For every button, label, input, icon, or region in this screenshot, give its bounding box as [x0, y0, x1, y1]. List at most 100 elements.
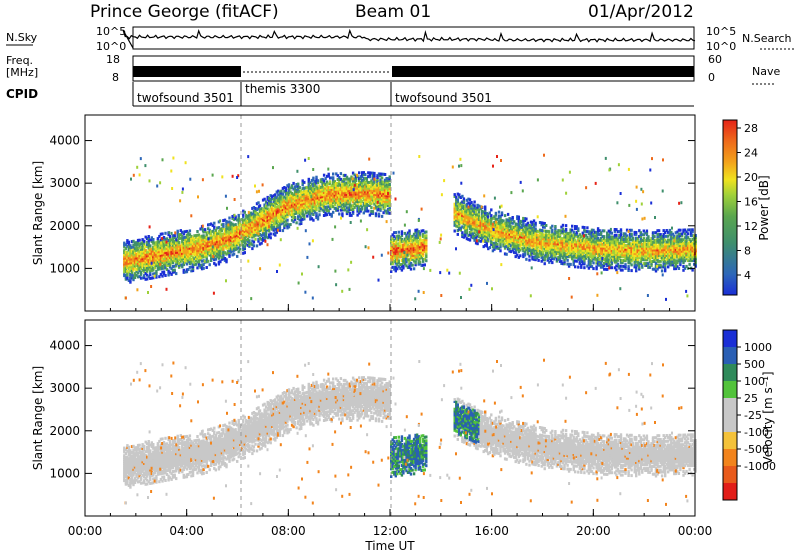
power-cell: [285, 187, 287, 190]
power-cell: [611, 266, 613, 269]
power-cell: [592, 267, 594, 270]
power-cell: [545, 224, 547, 227]
power-cell: [253, 244, 255, 247]
freq-label-2: [MHz]: [6, 66, 38, 79]
power-cell: [470, 201, 472, 204]
power-cell: [152, 238, 154, 241]
power-cell: [621, 269, 623, 272]
power-cell: [161, 232, 163, 235]
power-cell: [234, 223, 236, 226]
power-cell: [419, 261, 421, 264]
power-cell: [340, 172, 342, 175]
power-cell: [175, 272, 177, 275]
power-cell: [372, 210, 374, 213]
power-cell: [329, 180, 331, 183]
power-cell: [606, 268, 608, 271]
power-cell: [571, 225, 573, 228]
nsearch-tick-top: 10^5: [706, 25, 736, 38]
power-cell: [260, 242, 262, 245]
power-cell: [528, 259, 530, 262]
power-cell: [312, 177, 314, 180]
date-title: 01/Apr/2012: [588, 2, 694, 22]
power-cell: [454, 193, 456, 196]
power-cell: [315, 176, 317, 179]
power-cell: [425, 259, 427, 262]
power-cell: [270, 233, 272, 236]
power-cell: [292, 182, 294, 185]
power-cell: [299, 186, 301, 189]
power-cell: [525, 258, 527, 261]
power-cell: [364, 173, 366, 176]
power-cell: [207, 260, 209, 263]
power-cell: [548, 230, 550, 233]
power-cell: [204, 228, 206, 231]
power-cell: [338, 213, 340, 216]
power-cell: [257, 201, 259, 204]
power-cell: [244, 245, 246, 248]
power-cell: [461, 231, 463, 234]
power-cell: [315, 212, 317, 215]
power-cell: [455, 196, 457, 199]
power-cell: [495, 212, 497, 215]
power-cell: [332, 211, 334, 214]
power-cell: [328, 173, 330, 176]
power-cell: [213, 226, 215, 229]
power-cell: [312, 219, 314, 222]
freq-panel: Freq. [MHz] 18 8 60 0 Nave: [6, 53, 780, 84]
power-cell: [213, 222, 215, 225]
power-cell: [615, 268, 617, 271]
power-cell: [458, 193, 460, 196]
power-cell: [611, 232, 613, 235]
freq-tick-bottom: 8: [112, 71, 119, 84]
nsky-label: N.Sky: [6, 31, 38, 44]
power-cell: [242, 214, 244, 217]
power-cell: [288, 183, 290, 186]
power-cell: [244, 211, 246, 214]
power-cell: [282, 229, 284, 232]
power-cell: [248, 239, 250, 242]
power-cell: [164, 232, 166, 235]
power-cell: [398, 231, 400, 234]
power-cell: [297, 183, 299, 186]
power-cell: [551, 225, 553, 228]
power-cell: [308, 178, 310, 181]
power-cell: [577, 227, 579, 230]
power-cell: [615, 234, 617, 237]
power-cell: [332, 173, 334, 176]
power-cell: [505, 253, 507, 256]
power-cell: [225, 258, 227, 261]
power-cell: [554, 225, 556, 228]
power-cell: [551, 261, 553, 264]
power-cell: [489, 246, 491, 249]
power-cell: [411, 264, 413, 267]
power-cell: [473, 201, 475, 204]
power-cell: [341, 212, 343, 215]
power-cell: [507, 213, 509, 216]
power-cell: [236, 255, 238, 258]
power-cell: [253, 241, 255, 244]
nsky-trace: [123, 30, 695, 48]
power-cell: [534, 222, 536, 225]
power-cell: [228, 217, 230, 220]
power-cell: [490, 208, 492, 211]
power-cell: [425, 231, 427, 234]
power-cell: [378, 213, 380, 216]
power-cell: [398, 259, 400, 262]
power-cell: [174, 269, 176, 272]
power-cell: [544, 262, 546, 265]
freq-tick-top: 18: [106, 53, 120, 66]
power-cell: [367, 210, 369, 213]
power-cell: [373, 172, 375, 175]
power-cell: [457, 233, 459, 236]
power-cell: [263, 198, 265, 201]
cpid-label: CPID: [6, 87, 38, 101]
power-cell: [476, 242, 478, 245]
cpid-row: CPID twofsound 3501 themis 3300 twofsoun…: [6, 82, 694, 106]
power-cell: [569, 263, 571, 266]
power-cell: [164, 274, 166, 277]
power-cell: [518, 216, 520, 219]
power-cell: [484, 206, 486, 209]
power-cell: [473, 204, 475, 207]
